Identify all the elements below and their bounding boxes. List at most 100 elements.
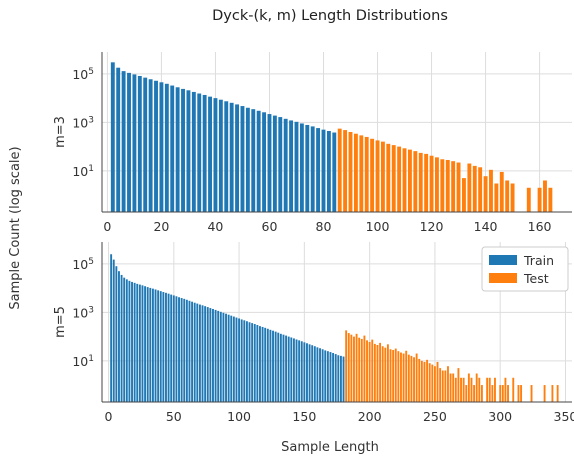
test-bar [386, 143, 391, 212]
legend-label: Test [523, 271, 549, 286]
train-bar [267, 114, 272, 212]
test-bar [391, 145, 396, 212]
test-bar [413, 357, 415, 402]
test-bar [345, 330, 348, 402]
test-bar [452, 373, 455, 402]
train-bar [334, 354, 337, 402]
train-bar [193, 302, 196, 402]
train-bar [251, 323, 254, 402]
x-tick-label: 0 [103, 219, 111, 234]
train-bar [326, 351, 329, 402]
train-bar [305, 124, 310, 212]
train-bar [141, 285, 144, 402]
test-bar [384, 347, 387, 402]
train-bar [138, 284, 141, 402]
test-bar [460, 377, 462, 402]
legend-swatch [489, 255, 517, 265]
train-bar [118, 271, 120, 402]
train-bar [300, 341, 303, 402]
train-bar [240, 106, 245, 212]
train-bar [159, 82, 164, 212]
train-bar [186, 90, 191, 212]
train-bar [339, 355, 342, 402]
test-bar [400, 352, 402, 402]
test-bar [371, 339, 374, 402]
test-bar [526, 187, 531, 212]
y-axis-label: Sample Count (log scale) [8, 146, 23, 309]
train-bar [251, 109, 256, 212]
train-bar [224, 101, 229, 212]
train-bar [112, 259, 115, 402]
test-bar [405, 350, 408, 402]
train-bar [154, 289, 157, 402]
train-bar [292, 338, 295, 402]
train-bar [225, 313, 227, 402]
train-bar [196, 303, 199, 402]
test-bar [375, 140, 380, 212]
train-bar [264, 327, 267, 402]
train-bar [290, 337, 293, 402]
x-tick-label: 150 [292, 409, 316, 424]
test-bar [397, 146, 402, 212]
train-bar [316, 128, 321, 212]
train-bar [245, 107, 250, 212]
x-tick-label: 50 [166, 409, 182, 424]
test-bar [472, 165, 477, 212]
panel-2: 0 50 100 150 200 250 300 350 101 103 105 m=5 Train Te… [53, 242, 574, 424]
train-bar [253, 324, 256, 402]
test-bar [454, 377, 457, 402]
train-bar [191, 301, 194, 402]
x-tick-label: 40 [207, 219, 223, 234]
test-bar [470, 377, 473, 402]
train-bar [217, 310, 220, 402]
test-bar [543, 385, 546, 402]
test-bar [433, 366, 436, 402]
train-bar [165, 292, 167, 402]
train-bar [202, 94, 207, 212]
train-bar [201, 305, 204, 402]
train-bar [274, 331, 277, 402]
train-bar [316, 347, 319, 402]
test-bar [501, 385, 504, 402]
train-bar [230, 315, 233, 402]
test-bar [376, 344, 379, 402]
test-bar [397, 351, 400, 402]
x-tick-label: 140 [474, 219, 498, 234]
test-bar [480, 385, 483, 402]
test-bar [364, 136, 369, 212]
test-bar [418, 152, 423, 212]
train-bar [170, 85, 175, 212]
train-bar [298, 340, 301, 402]
train-bar [188, 300, 191, 402]
train-bar [277, 332, 280, 402]
test-bar [379, 342, 382, 402]
train-bar [132, 74, 137, 213]
train-bar [308, 344, 311, 402]
train-bar [319, 348, 321, 402]
x-tick-label: 80 [316, 219, 332, 234]
train-bar [116, 67, 121, 212]
train-bar [162, 292, 165, 402]
train-bar [272, 330, 274, 402]
test-bar [441, 370, 444, 402]
train-bar [321, 349, 324, 402]
train-bar [146, 287, 149, 402]
test-bar [363, 335, 366, 402]
train-bar [285, 335, 288, 402]
x-tick-label: 20 [153, 219, 169, 234]
test-bar [366, 340, 368, 402]
train-bar [294, 121, 299, 212]
x-tick-label: 300 [488, 409, 512, 424]
x-tick-label: 100 [366, 219, 390, 234]
train-bar [185, 299, 188, 402]
train-bar [164, 83, 169, 212]
train-bar [218, 99, 223, 212]
train-bar [159, 291, 162, 402]
train-bar [154, 80, 158, 212]
train-bar [222, 312, 225, 402]
train-bar [143, 77, 148, 212]
test-bar [491, 385, 494, 402]
test-bar [418, 358, 421, 402]
train-bar [243, 320, 246, 402]
